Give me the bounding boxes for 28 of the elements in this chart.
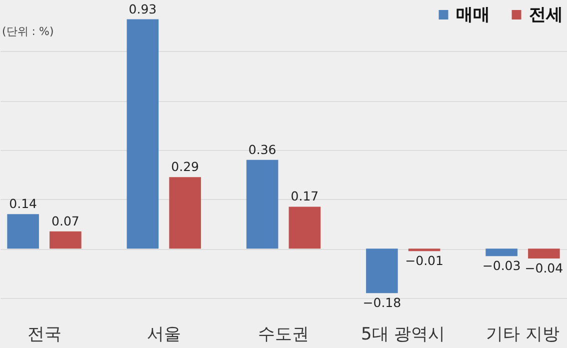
annotation: (단위 : %) — [2, 25, 54, 38]
legend-label: 전세 — [529, 4, 563, 25]
bar — [50, 231, 82, 249]
x-tick-label: 수도권 — [258, 324, 309, 344]
legend-label: 매매 — [456, 4, 490, 25]
data-label: 0.93 — [128, 1, 157, 16]
data-label: 0.17 — [290, 188, 319, 204]
x-tick-label: 기타 지방 — [486, 324, 560, 344]
data-label: 0.36 — [248, 142, 276, 157]
data-label: −0.18 — [362, 295, 402, 310]
x-tick-label: 서울 — [146, 324, 181, 344]
data-label: −0.01 — [405, 253, 444, 268]
data-label: 0.14 — [9, 196, 38, 212]
x-tick-label: 5대 광역시 — [361, 324, 446, 344]
data-label: 0.29 — [171, 159, 200, 174]
bar — [486, 248, 518, 256]
bar — [366, 248, 398, 294]
bar — [126, 19, 159, 249]
bar — [528, 248, 560, 259]
data-label: 0.07 — [52, 213, 80, 228]
x-tick-label: 전국 — [27, 324, 62, 344]
bar — [288, 206, 321, 249]
bar — [7, 214, 39, 249]
data-label: −0.04 — [524, 260, 564, 276]
data-label: −0.03 — [482, 258, 521, 274]
bar — [169, 177, 201, 249]
bar — [246, 160, 278, 249]
bar — [408, 248, 440, 252]
